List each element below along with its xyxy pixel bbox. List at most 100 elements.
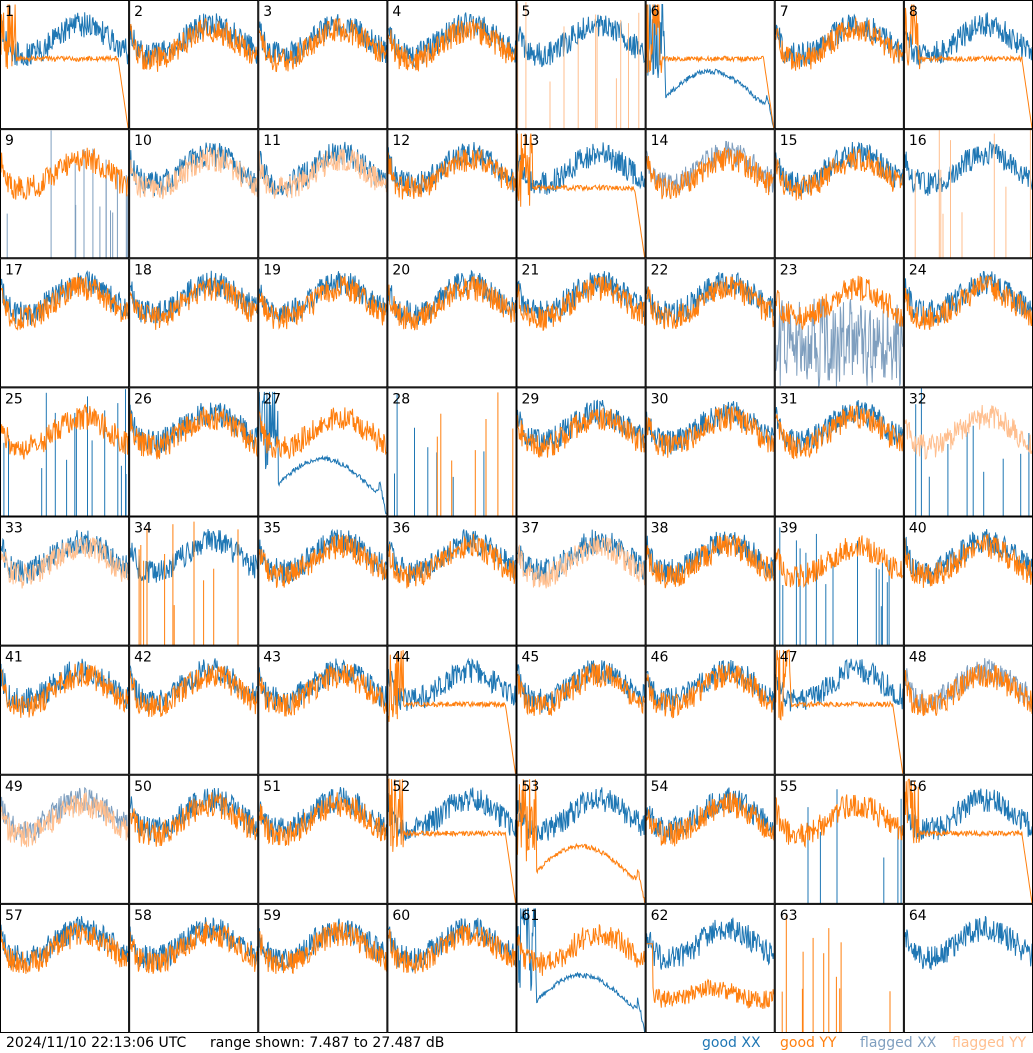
panel-41-yy-line [0,663,129,718]
panel-6-yy-line [646,4,775,129]
panel-22-label: 22 [651,262,669,278]
panel-28: 28 [387,387,517,517]
footer-bar: 2024/11/10 22:13:06 UTC range shown: 7.4… [0,1033,1033,1053]
panel-3-yy-line [258,18,387,73]
legend-flagged-xx: flagged XX [860,1035,937,1051]
panel-53-xx-line [517,787,646,841]
panel-38-yy-line [646,534,775,589]
panel-47-yy-line [775,649,904,774]
panel-9-yy-line [0,147,129,201]
panel-35-label: 35 [263,521,281,537]
panel-4-yy-line [387,18,516,72]
panel-59-yy-line [258,922,387,974]
panel-33: 33 [0,516,130,646]
panel-23-xx-line [775,298,904,387]
panel-42: 42 [129,645,259,775]
panel-26-label: 26 [134,391,152,407]
panel-49-yy-line [0,792,129,848]
panel-15: 15 [774,129,904,259]
panel-30-frame [645,387,775,517]
panel-53-yy-line [517,779,646,903]
panel-13-xx-line [517,142,646,195]
panel-13-label: 13 [522,133,540,149]
panel-60-yy-line [387,924,516,974]
panel-60: 60 [387,903,517,1033]
panel-54-label: 54 [651,779,669,795]
panel-31-frame [774,387,904,517]
panel-31-yy-line [775,404,904,460]
panel-2-label: 2 [134,4,143,20]
panel-7: 7 [774,0,904,130]
panel-20-frame [387,258,517,388]
panel-30: 30 [645,387,775,517]
panel-3-label: 3 [263,4,272,20]
panel-19-label: 19 [263,262,281,278]
panel-59-frame [258,903,388,1033]
panel-44-yy-line [387,650,516,774]
panel-38: 38 [645,516,775,646]
panel-33-xx-line [0,530,129,584]
panel-29: 29 [516,387,646,517]
panel-40-label: 40 [909,521,927,537]
panel-5-xx-line [517,14,645,68]
panel-35-yy-line [258,534,387,588]
panel-23: 23 [774,258,904,388]
panel-19-xx-line [258,271,387,323]
panel-48-xx-line [904,658,1033,713]
panel-53-label: 53 [522,779,540,795]
panel-8-frame [903,0,1033,130]
panel-59: 59 [258,903,388,1033]
panel-33-yy-line [0,536,129,589]
panel-9-frame [0,129,130,259]
panel-49-frame [0,774,130,904]
panel-27-frame [258,387,388,517]
panel-55-frame [774,774,904,904]
panel-47-xx-line [775,658,904,712]
panel-48-label: 48 [909,650,927,666]
panel-15-yy-line [775,148,904,201]
panel-54-yy-line [646,792,775,847]
panel-16-xx-line [904,141,1033,196]
panel-13: 13 [516,129,646,259]
panel-17-frame [0,258,130,388]
panel-27-xx-line [258,391,387,515]
panel-27-yy-line [258,407,387,459]
panel-14: 14 [645,129,775,259]
panel-37-yy-line [517,535,646,589]
panel-18-yy-line [129,277,258,330]
panel-25-yy-line [0,403,129,460]
panel-51-frame [258,774,388,904]
panel-12-yy-line [387,148,516,200]
panel-46-yy-line [646,663,775,719]
panel-18-frame [129,258,259,388]
panel-32: 32 [903,387,1033,517]
panel-11-frame [258,129,388,259]
panel-61-frame [516,903,646,1033]
panel-56-xx-line [904,788,1033,841]
panel-13-frame [516,129,646,259]
panel-8-yy-line [904,4,1033,129]
panel-28-label: 28 [392,391,410,407]
panel-22-yy-line [646,276,775,330]
panel-24-label: 24 [909,262,927,278]
panel-46: 46 [645,645,775,775]
panel-12-label: 12 [392,133,410,149]
panel-59-xx-line [258,918,387,971]
panel-8-xx-line [904,12,1033,66]
panel-7-label: 7 [780,4,789,20]
panel-63-frame [774,903,904,1033]
panel-48: 48 [903,645,1033,775]
panel-17: 17 [0,258,130,388]
panel-55-label: 55 [780,779,798,795]
timestamp-label: 2024/11/10 22:13:06 UTC [6,1035,187,1051]
panel-50-label: 50 [134,779,152,795]
panel-37: 37 [516,516,646,646]
panel-25-frame [0,387,130,517]
panel-46-frame [645,645,775,775]
panel-54-frame [645,774,775,904]
panel-5-label: 5 [522,4,531,20]
panel-63-label: 63 [780,908,798,924]
panel-22-xx-line [646,272,775,325]
panel-6-label: 6 [651,4,660,20]
panel-50-frame [129,774,259,904]
